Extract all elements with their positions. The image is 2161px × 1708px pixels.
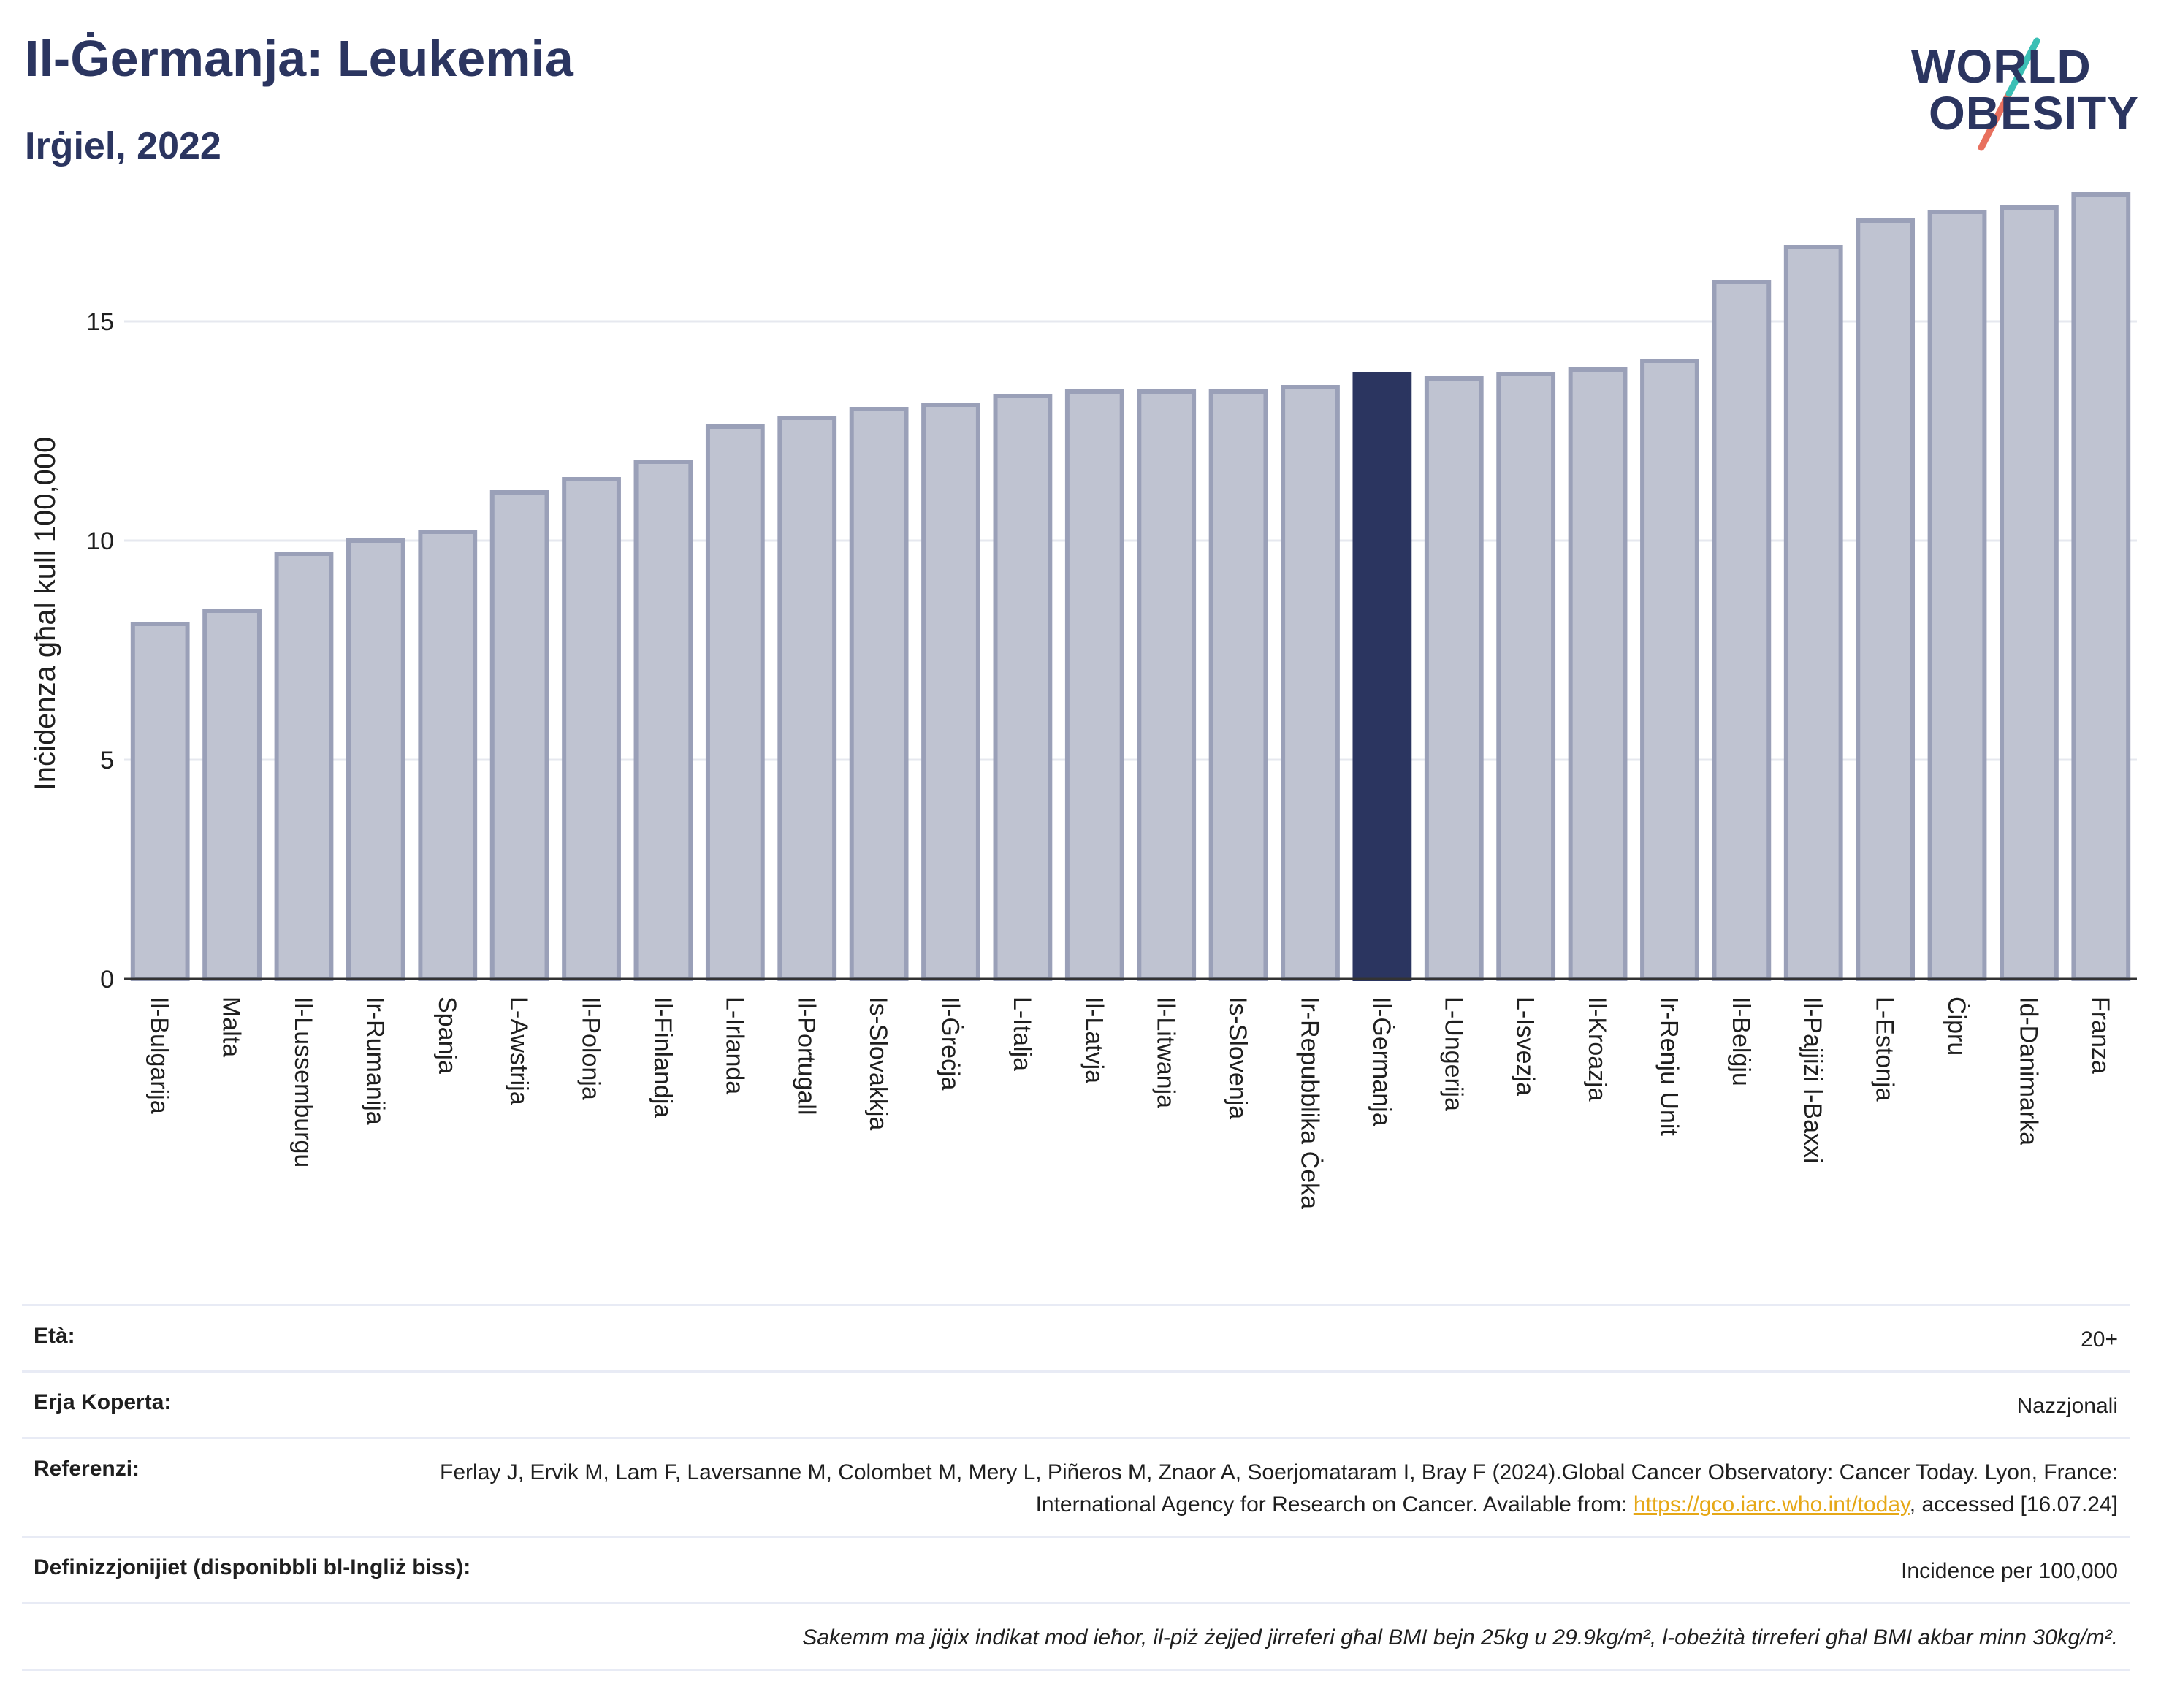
x-tick-label: Il-Ġreċja [937,996,964,1091]
x-tick-label: Il-Kroazja [1583,996,1611,1102]
bar-ir-renju-unit [1640,359,1699,981]
bar-ir-repubblika-eka [1281,385,1340,981]
x-tick-label: Il-Pajjiżi l-Baxxi [1799,996,1826,1164]
bar-id-danimarka [2000,205,2059,981]
area-label: Erja Koperta: [34,1390,172,1414]
x-tick-label: L-Irlanda [720,996,748,1094]
definitions-value: Incidence per 100,000 [1901,1559,2118,1583]
x-tick-label: Il-Belġju [1727,996,1755,1086]
x-tick-label: L-Estonja [1871,996,1899,1102]
reference-link[interactable]: https://gco.iarc.who.int/today [1633,1492,1910,1517]
bar-franza [2071,192,2131,981]
x-tick-label: Spanja [433,996,461,1074]
info-row-area: Erja Koperta: Nazzjonali [22,1370,2130,1437]
bar-il-latvja [1064,389,1124,981]
x-tick-label: Il-Litwanja [1152,996,1180,1108]
chart-subtitle: Irġiel, 2022 [25,125,221,167]
x-tick-label: Il-Ġermanja [1368,996,1395,1126]
y-tick-label: 0 [100,966,114,994]
bar-l-isvezja [1496,372,1556,981]
y-tick-label: 10 [86,527,114,555]
bars [130,192,2131,981]
bar-l-italja [993,394,1053,981]
info-row-definitions: Definizzjonijiet (disponibbli bl-Ingliż … [22,1536,2130,1602]
bar-il-finlandja [633,460,693,981]
x-tick-label: Ir-Renju Unit [1655,996,1682,1136]
bar-chart: 0 5 10 15 Il-Bulgarija Malta Il-Lussemburgu Ir… [29,192,2137,1209]
x-tick-label: L-Ungerija [1439,996,1467,1111]
bar-il-litwanja [1137,389,1197,981]
x-tick-label: Malta [218,996,245,1057]
bar--ipru [1927,210,1987,981]
world-obesity-logo: WORLD OBESITY [1899,29,2141,153]
x-tick-label: Franza [2086,996,2114,1074]
chart-title: Il-Ġermanja: Leukemia [25,30,573,87]
bar-is-slovenja [1208,389,1268,981]
logo-slash-icon [1978,37,2040,151]
logo-text-world: WORLD [1911,40,2092,93]
bar-il-lussemburgu [274,552,334,981]
reference-text: Ferlay J, Ervik M, Lam F, Laversanne M, … [440,1460,2118,1517]
bar-malta [202,609,262,981]
bar-l-awstrija [489,490,549,981]
x-tick-label: Is-Slovenja [1224,996,1251,1119]
references-value: Ferlay J, Ervik M, Lam F, Laversanne M, … [438,1457,2118,1521]
x-tick-label: Il-Polonja [577,996,605,1100]
logo-text-obesity: OBESITY [1929,87,2139,140]
info-table: Età: 20+ Erja Koperta: Nazzjonali Refere… [22,1304,2130,1671]
x-tick-label: Is-Slovakkja [864,996,892,1130]
bar-il-bel-ju [1712,280,1772,981]
bar-il-portugall [777,416,837,981]
area-value: Nazzjonali [2016,1394,2118,1418]
bar-is-slovakkja [849,407,909,981]
reference-tail: , accessed [16.07.24] [1909,1492,2118,1517]
x-tick-label: Il-Lussemburgu [289,996,317,1167]
bar-il-kroazja [1568,367,1628,981]
bar-il-re-ja [921,403,980,981]
bar-l-estonja [1856,218,1916,981]
bar-il-pajji-i-l-baxxi [1783,245,1843,981]
references-label: Referenzi: [34,1457,140,1481]
x-tick-label: Il-Bulgarija [145,996,173,1114]
x-tick-label: Il-Portugall [793,996,820,1116]
x-axis-labels: Il-Bulgarija Malta Il-Lussemburgu Ir-Rumani… [145,996,2114,1209]
x-tick-label: L-Isvezja [1512,996,1539,1096]
info-row-references: Referenzi: Ferlay J, Ervik M, Lam F, Lav… [22,1437,2130,1536]
x-tick-label: Ir-Rumanija [361,996,389,1125]
x-tick-label: Id-Danimarka [2014,996,2042,1145]
x-tick-label: Il-Finlandja [649,996,676,1118]
x-tick-label: L-Italja [1008,996,1036,1071]
bar-ir-rumanija [346,538,405,981]
x-tick-label: Il-Latvja [1080,996,1108,1083]
definitions-label: Definizzjonijiet (disponibbli bl-Ingliż … [34,1555,471,1579]
age-value: 20+ [2081,1327,2118,1351]
bar-il-bulgarija [130,622,190,981]
bar-l-ungerija [1424,376,1484,981]
bar-spanja [418,530,478,981]
y-tick-label: 15 [86,308,114,336]
x-tick-label: L-Awstrija [505,996,533,1105]
bar-il-ermanja [1352,372,1412,981]
y-axis-label: Inċidenza għal kull 100,000 [29,437,61,791]
y-axis-ticks: 0 5 10 15 [86,308,114,994]
info-row-age: Età: 20+ [22,1304,2130,1370]
x-tick-label: Ir-Repubblika Ċeka [1295,996,1323,1209]
bar-l-irlanda [705,424,765,981]
x-tick-label: Ċipru [1943,996,1970,1056]
age-label: Età: [34,1324,75,1348]
y-tick-label: 5 [100,747,114,774]
bmi-note: Sakemm ma jiġix indikat mod ieħor, il-pi… [802,1625,2118,1650]
info-row-note: Sakemm ma jiġix indikat mod ieħor, il-pi… [22,1602,2130,1671]
bar-il-polonja [562,477,621,981]
